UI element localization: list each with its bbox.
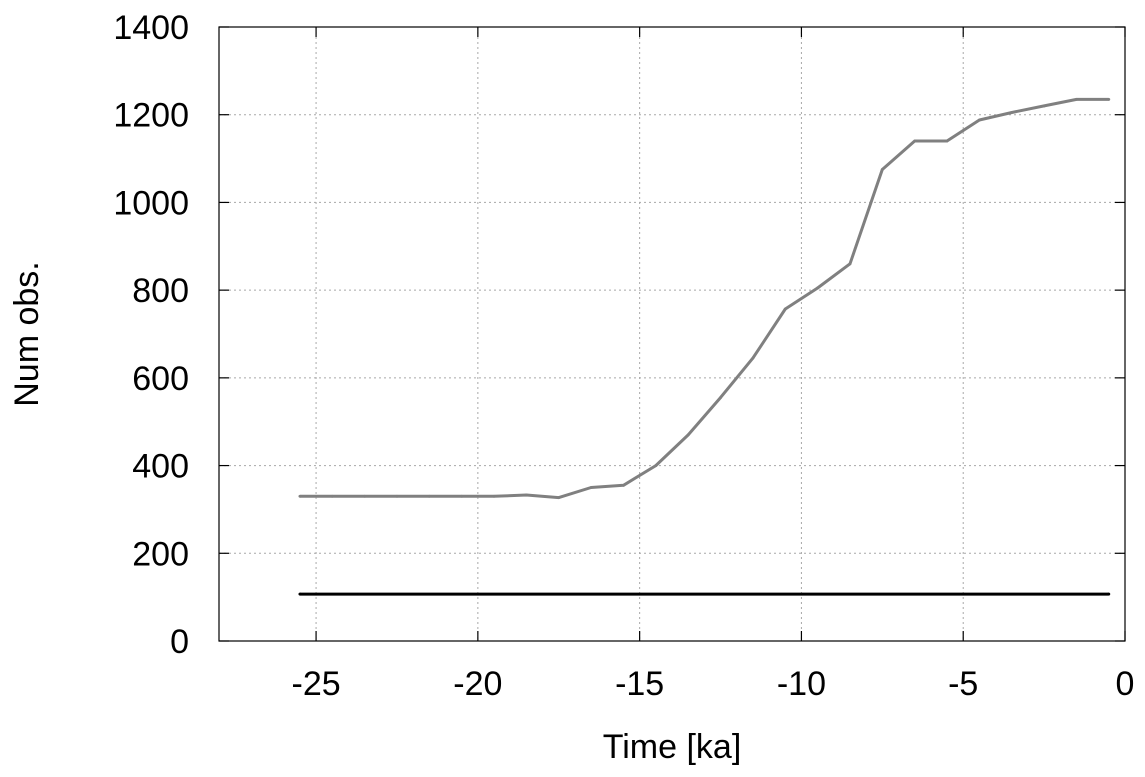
y-tick-label: 200: [132, 535, 189, 573]
x-tick-label: -5: [948, 665, 978, 703]
tick-labels: -25 -20 -15 -10 -5 0 0 200 400 600 800 1000 1200 1400: [113, 9, 1134, 703]
x-tick-label: -10: [777, 665, 826, 703]
series-1-point: [945, 139, 949, 143]
series-2-point: [1107, 592, 1111, 596]
series-1-point: [880, 168, 884, 171]
x-tick-label: -20: [453, 665, 502, 703]
series-1-point: [427, 494, 431, 498]
y-tick-label: 1000: [113, 184, 189, 222]
x-tick-label: 0: [1116, 665, 1135, 703]
y-axis-title: Num obs.: [8, 261, 46, 407]
y-tick-label: 800: [132, 272, 189, 310]
plot-area-frame: [218, 26, 1126, 642]
series-1-point: [363, 494, 367, 498]
series-1-point: [557, 496, 561, 499]
series-1-point: [589, 486, 593, 489]
x-tick-label: -25: [292, 665, 341, 703]
series-1-point: [816, 286, 820, 290]
series-1-point: [330, 494, 334, 498]
series-group: [298, 97, 1111, 596]
series-1-point: [848, 262, 852, 266]
series-2-point: [298, 592, 302, 596]
series-1-point: [298, 494, 302, 498]
series-1-point: [524, 493, 528, 497]
series-line-1: [299, 97, 1109, 500]
series-1-point: [460, 494, 464, 498]
series-1-point: [1075, 97, 1078, 101]
series-1-point: [1107, 97, 1111, 101]
series-1-point: [913, 139, 917, 143]
x-axis-title: Time [ka]: [603, 728, 742, 766]
series-1-point: [492, 494, 496, 498]
series-1-point: [1010, 111, 1014, 114]
series-1-point: [977, 118, 981, 122]
y-tick-label: 1400: [113, 9, 189, 47]
series-1-point: [654, 464, 658, 467]
y-tick-label: 0: [170, 623, 189, 661]
grid: [219, 27, 1125, 641]
series-1-point: [1042, 104, 1046, 108]
y-tick-label: 400: [132, 448, 189, 486]
series-1-point: [783, 307, 787, 311]
y-tick-label: 1200: [113, 97, 189, 135]
x-tick-label: -15: [615, 665, 664, 703]
series-1-point: [751, 356, 755, 360]
series-1-point: [686, 433, 690, 437]
y-tick-label: 600: [132, 360, 189, 398]
series-1-point: [622, 483, 625, 487]
series-1-point: [719, 396, 722, 399]
axis-ticks: [219, 26, 1126, 642]
series-1-point: [395, 494, 399, 498]
